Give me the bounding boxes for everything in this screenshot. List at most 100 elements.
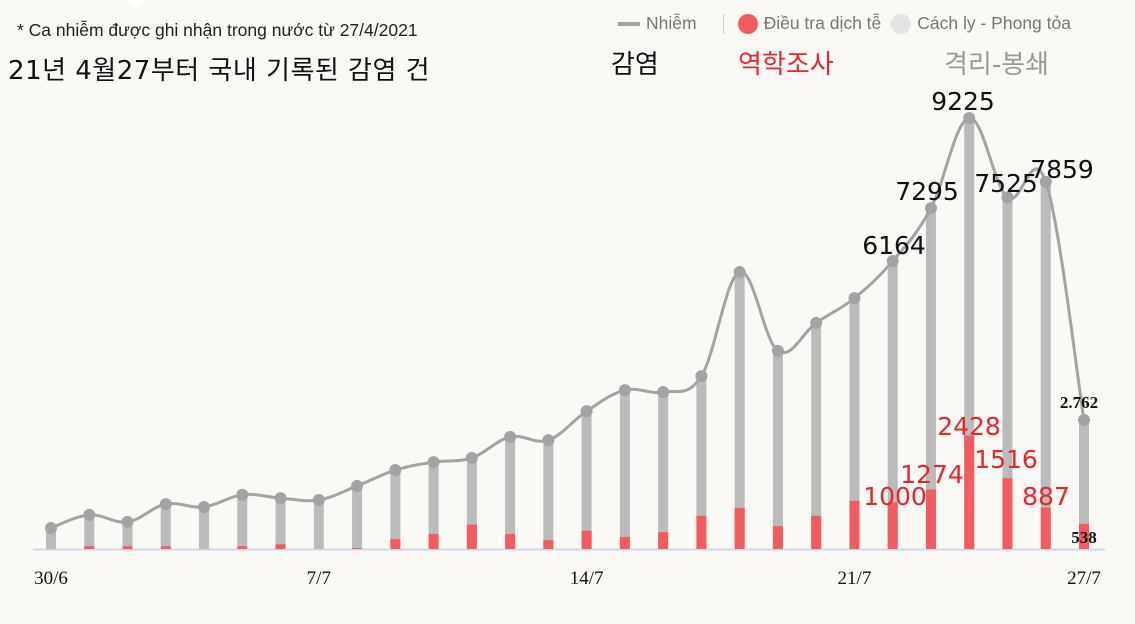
bar-total bbox=[964, 118, 975, 549]
data-point-marker[interactable] bbox=[45, 521, 57, 534]
data-point-marker[interactable] bbox=[924, 202, 937, 215]
legend-item-epidemiological[interactable]: Điều tra dịch tễ bbox=[737, 13, 882, 34]
bar-epidemiological bbox=[428, 534, 439, 549]
bar-epidemiological bbox=[466, 524, 477, 549]
bar-group[interactable] bbox=[199, 506, 210, 549]
bar-group[interactable] bbox=[849, 298, 860, 549]
bar-group[interactable] bbox=[275, 498, 286, 549]
legend-label: Nhiễm bbox=[646, 13, 697, 33]
data-point-marker[interactable] bbox=[198, 500, 211, 513]
data-point-marker[interactable] bbox=[848, 292, 861, 305]
bar-total bbox=[696, 376, 707, 549]
data-point-marker[interactable] bbox=[274, 492, 287, 505]
data-point-marker[interactable] bbox=[351, 479, 364, 492]
data-point-marker[interactable] bbox=[580, 405, 593, 418]
bar-epidemiological bbox=[734, 507, 745, 549]
chart-note: * Ca nhiễm được ghi nhận trong nước từ 2… bbox=[17, 20, 418, 40]
bar-group[interactable] bbox=[696, 376, 707, 549]
data-point-marker[interactable] bbox=[1039, 175, 1052, 188]
epi-data-label: 1000 bbox=[863, 482, 927, 511]
legend: Nhiễm Điều tra dịch tễ Cách ly - Phong t… bbox=[618, 13, 1081, 34]
bar-epidemiological bbox=[1002, 478, 1013, 549]
data-point-marker[interactable] bbox=[312, 493, 325, 506]
total-data-label: 6164 bbox=[862, 231, 926, 260]
bar-group[interactable] bbox=[390, 470, 401, 549]
bar-total bbox=[160, 504, 171, 549]
data-point-marker[interactable] bbox=[159, 498, 172, 511]
bar-group[interactable] bbox=[84, 514, 95, 549]
data-point-marker[interactable] bbox=[733, 265, 746, 278]
bar-total bbox=[275, 498, 286, 549]
x-tick-label: 7/7 bbox=[307, 568, 331, 589]
data-point-marker[interactable] bbox=[618, 384, 631, 397]
bar-group[interactable] bbox=[122, 521, 133, 549]
bar-epidemiological bbox=[964, 435, 975, 549]
bar-group[interactable] bbox=[1002, 197, 1013, 549]
data-point-marker[interactable] bbox=[121, 515, 134, 528]
bar-total bbox=[390, 470, 401, 549]
total-data-label: 9225 bbox=[931, 87, 995, 116]
bar-group[interactable] bbox=[1079, 419, 1089, 549]
bar-group[interactable] bbox=[658, 392, 669, 549]
data-point-marker[interactable] bbox=[810, 316, 823, 329]
legend-item-infected[interactable]: Nhiễm bbox=[618, 13, 697, 34]
bar-group[interactable] bbox=[466, 457, 477, 549]
bar-epidemiological bbox=[772, 526, 783, 549]
total-data-label: 7295 bbox=[895, 177, 959, 206]
data-point-marker[interactable] bbox=[657, 386, 670, 399]
data-point-marker[interactable] bbox=[695, 370, 708, 383]
x-tick-label: 21/7 bbox=[838, 568, 872, 589]
bar-group[interactable] bbox=[772, 350, 783, 549]
bar-epidemiological bbox=[543, 540, 554, 549]
x-tick-label: 30/6 bbox=[34, 568, 68, 589]
chart-title: 21년 4월27부터 국내 기록된 감염 건 bbox=[8, 56, 431, 86]
bar-group[interactable] bbox=[925, 208, 936, 550]
bar-group[interactable] bbox=[428, 462, 439, 549]
line-swatch-icon bbox=[618, 21, 640, 26]
x-tick-label: 14/7 bbox=[570, 568, 604, 589]
bar-group[interactable] bbox=[1040, 181, 1051, 549]
bar-total bbox=[1002, 197, 1013, 549]
data-point-marker[interactable] bbox=[427, 456, 440, 469]
bar-epidemiological bbox=[275, 544, 286, 549]
bar-epidemiological bbox=[658, 532, 669, 549]
data-point-marker[interactable] bbox=[389, 464, 402, 477]
data-point-marker[interactable] bbox=[886, 255, 899, 268]
data-point-marker[interactable] bbox=[542, 434, 555, 447]
bar-total bbox=[237, 494, 248, 549]
bar-group[interactable] bbox=[505, 436, 516, 549]
data-point-marker[interactable] bbox=[771, 344, 784, 357]
bar-total bbox=[428, 462, 439, 549]
bar-group[interactable] bbox=[811, 322, 822, 549]
epi-data-label: 1516 bbox=[974, 445, 1038, 474]
bar-total bbox=[581, 411, 592, 549]
bar-group[interactable] bbox=[734, 271, 745, 549]
bar-group[interactable] bbox=[313, 499, 324, 549]
legend-item-quarantine[interactable]: Cách ly - Phong tỏa bbox=[891, 13, 1071, 34]
bar-total bbox=[811, 322, 822, 549]
data-point-marker[interactable] bbox=[236, 488, 249, 501]
legend-label: Điều tra dịch tễ bbox=[763, 13, 882, 33]
bar-group[interactable] bbox=[619, 390, 630, 549]
bar-group[interactable] bbox=[352, 485, 363, 549]
bar-group[interactable] bbox=[964, 118, 975, 549]
total-data-label: 7525 bbox=[974, 169, 1038, 198]
bar-total bbox=[619, 390, 630, 549]
bar-group[interactable] bbox=[237, 494, 248, 549]
bar-group[interactable] bbox=[46, 527, 56, 549]
legend-label: Cách ly - Phong tỏa bbox=[917, 13, 1071, 33]
bar-group[interactable] bbox=[160, 504, 171, 549]
bar-epidemiological bbox=[619, 536, 630, 549]
bar-group[interactable] bbox=[581, 411, 592, 549]
bar-group[interactable] bbox=[887, 261, 898, 549]
total-data-label: 7859 bbox=[1030, 155, 1094, 184]
bar-epidemiological bbox=[849, 500, 860, 549]
data-point-marker[interactable] bbox=[1001, 191, 1014, 204]
data-point-marker[interactable] bbox=[465, 451, 478, 464]
data-point-marker[interactable] bbox=[1078, 413, 1090, 426]
bar-group[interactable] bbox=[543, 440, 554, 549]
data-point-marker[interactable] bbox=[504, 430, 517, 443]
data-point-marker[interactable] bbox=[83, 508, 96, 521]
data-point-marker[interactable] bbox=[963, 112, 976, 124]
